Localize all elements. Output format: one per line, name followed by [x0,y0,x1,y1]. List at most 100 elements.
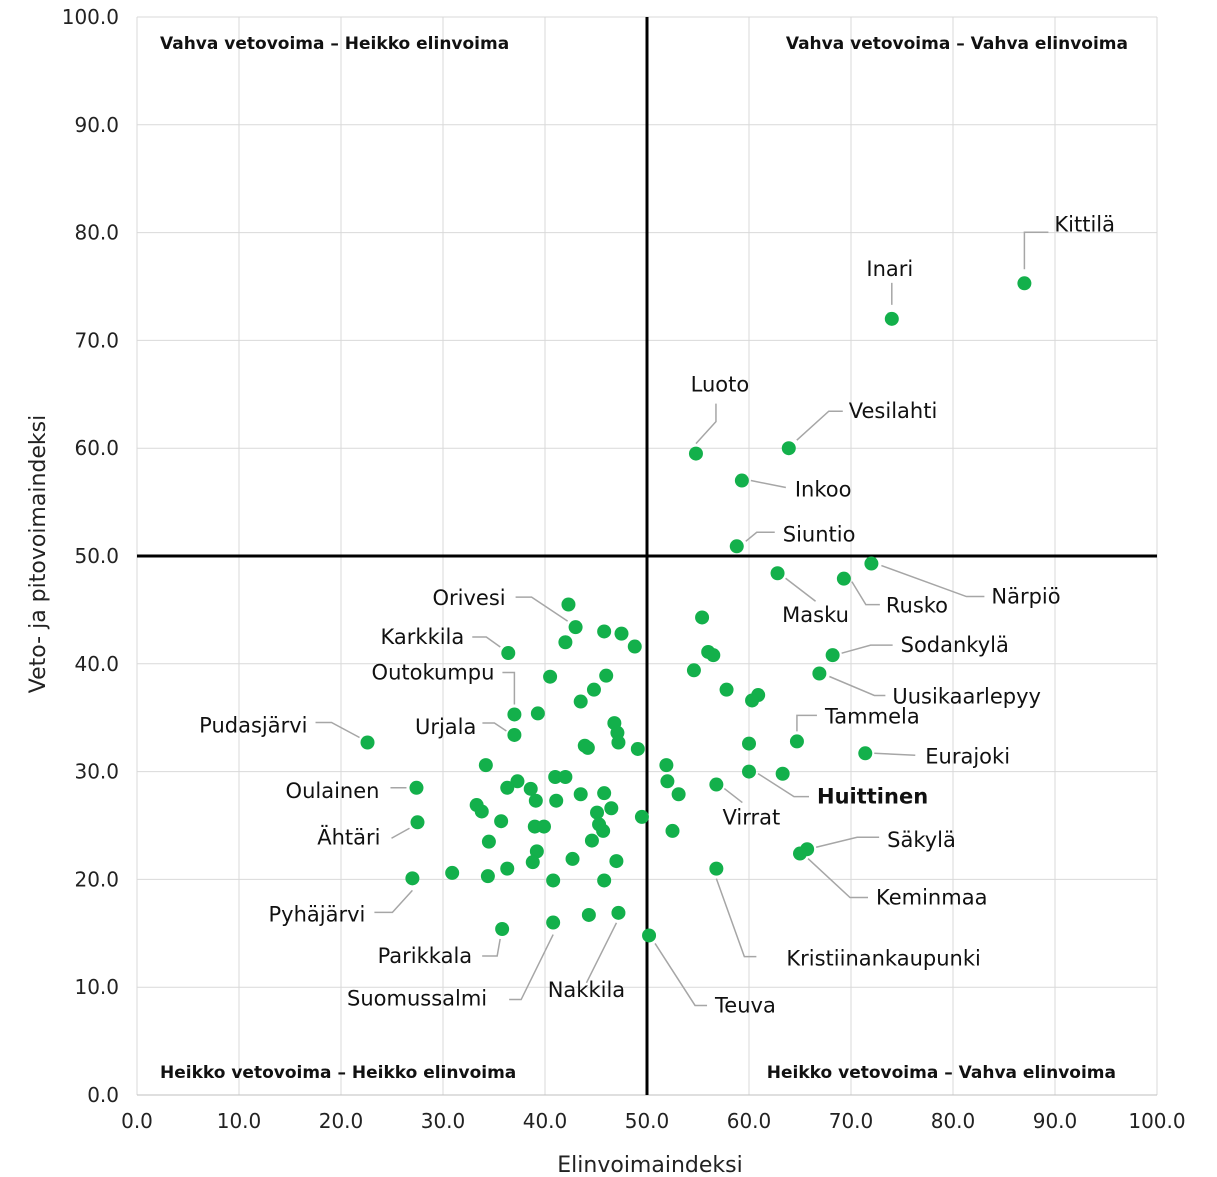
data-point [548,769,563,784]
data-point [597,873,612,888]
y-tick-label: 70.0 [74,328,119,352]
quadrant-label-top-left: Vahva vetovoima – Heikko elinvoima [160,34,509,54]
data-point [590,805,605,820]
data-point [660,774,675,789]
data-point-labeled [770,566,785,581]
label-leader-line [851,581,880,606]
data-point [481,834,496,849]
label-leader-line [585,922,618,984]
point-label: Huittinen [817,785,928,809]
label-leader-line [750,479,787,489]
data-point [573,787,588,802]
data-point [494,814,509,829]
data-point-labeled [836,571,851,586]
quadrant-label-bottom-right: Heikko vetovoima – Vahva elinvoima [767,1063,1116,1083]
label-leader-line [815,836,880,848]
quadrant-label-top-right: Vahva vetovoima – Vahva elinvoima [786,34,1128,54]
x-tick-label: 50.0 [625,1109,670,1133]
x-tick-label: 30.0 [421,1109,466,1133]
data-point [474,804,489,819]
data-point [558,769,573,784]
data-point [597,624,612,639]
data-point-labeled [507,707,522,722]
quadrant-dividers [137,17,1157,1095]
data-point [445,865,460,880]
point-label: Outokumpu [372,660,495,684]
data-point [561,597,576,612]
data-point-labeled [858,746,873,761]
point-label: Virrat [722,806,780,830]
data-point [706,648,721,663]
y-tick-label: 100.0 [62,5,119,29]
data-point-labeled [409,780,424,795]
point-label: Tammela [824,704,920,728]
y-tick-label: 80.0 [74,221,119,245]
point-label: Oulainen [286,779,380,803]
data-point-labeled [864,556,879,571]
data-point [596,823,611,838]
tick-labels: 0.0 10.0 20.0 30.0 40.0 50.0 60.0 70.0 80.0 90.0 1… [62,5,1186,1133]
point-label: Nakkila [548,978,625,1002]
x-tick-label: 90.0 [1033,1109,1078,1133]
label-leader-line [745,531,775,542]
label-leader-line [472,636,501,648]
data-point-labeled [781,441,796,456]
data-point-labeled [709,777,724,792]
point-label: Pudasjärvi [199,713,307,737]
point-label: Kristiinankaupunki [786,947,981,971]
data-point [580,740,595,755]
label-leader-line [829,675,886,697]
y-tick-label: 40.0 [74,652,119,676]
point-label: Siuntio [783,522,856,546]
data-point [525,855,540,870]
label-leader-line [874,752,916,757]
point-label: Sodankylä [901,633,1009,657]
label-leader-line [796,410,843,441]
data-point-labeled [360,735,375,750]
point-label: Luoto [691,373,750,397]
data-point [745,693,760,708]
label-leader-line [841,644,893,654]
label-leader-line [796,714,817,732]
data-point-labeled [568,620,583,635]
x-tick-label: 70.0 [829,1109,874,1133]
point-label: Urjala [415,715,476,739]
data-point [686,663,701,678]
quadrant-labels: Vahva vetovoima – Heikko elinvoima Vahva… [160,34,1128,1083]
data-point [500,780,515,795]
data-point [719,682,734,697]
data-point [627,639,642,654]
point-label: Vesilahti [849,399,938,423]
label-leader-line [515,596,569,622]
label-leader-line [654,943,708,1007]
x-tick-label: 0.0 [121,1109,153,1133]
point-label: Uusikaarlepyy [892,685,1041,709]
label-leader-lines [315,231,1049,1007]
label-leader-line [482,722,507,732]
data-point [536,819,551,834]
point-label: Pyhäjärvi [269,902,366,926]
point-labels: Kittilä Inari Luoto Vesilahti Inkoo Siuntio Nä… [199,212,1115,1017]
point-label: Ähtäri [317,824,380,849]
point-label: Kittilä [1054,212,1115,236]
data-point [604,801,619,816]
data-point [614,626,629,641]
data-point-labeled [507,727,522,742]
y-tick-label: 20.0 [74,867,119,891]
data-point [523,781,538,796]
point-label: Inkoo [795,478,852,502]
label-leader-line [807,857,868,899]
x-tick-label: 60.0 [727,1109,772,1133]
data-point-labeled [789,734,804,749]
y-tick-label: 30.0 [74,760,119,784]
point-label: Inari [866,257,913,281]
data-points [360,276,1032,943]
point-label: Parikkala [378,944,473,968]
data-point [478,758,493,773]
point-label: Keminmaa [876,886,987,910]
label-leader-line [723,787,743,804]
data-point [558,635,573,650]
x-tick-label: 100.0 [1128,1109,1185,1133]
data-point-labeled [793,846,807,861]
data-point [695,610,710,625]
